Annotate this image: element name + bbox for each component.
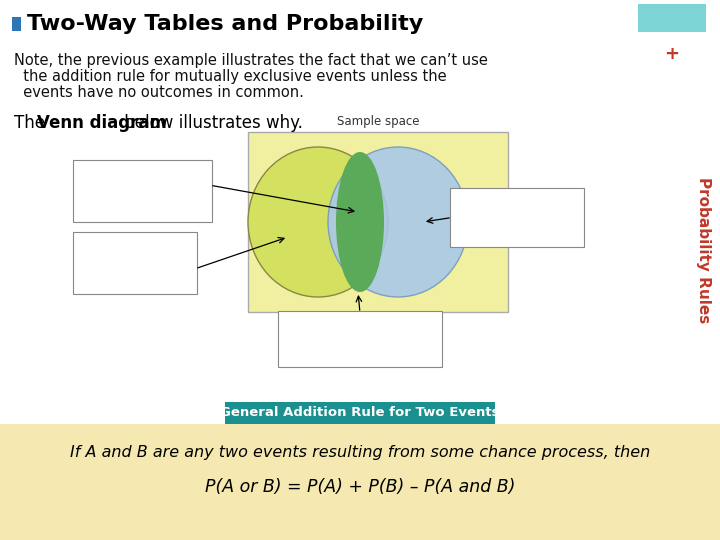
Text: P(A) + P(B): P(A) + P(B) <box>112 204 173 213</box>
FancyBboxPatch shape <box>73 232 197 294</box>
FancyBboxPatch shape <box>450 188 584 247</box>
Text: The: The <box>14 114 50 132</box>
Text: double-counted by: double-counted by <box>91 187 194 197</box>
Text: events have no outcomes in common.: events have no outcomes in common. <box>14 85 304 100</box>
Text: the addition rule for mutually exclusive events unless the: the addition rule for mutually exclusive… <box>14 69 446 84</box>
Text: Sample space: Sample space <box>337 115 419 128</box>
FancyBboxPatch shape <box>73 160 212 222</box>
Bar <box>248 132 508 312</box>
Text: pierced ears: pierced ears <box>483 213 551 223</box>
Ellipse shape <box>336 152 384 292</box>
Text: Venn diagram: Venn diagram <box>37 114 167 132</box>
FancyBboxPatch shape <box>278 311 442 367</box>
Text: If A and B are any two events resulting from some chance process, then: If A and B are any two events resulting … <box>70 445 650 460</box>
Text: +: + <box>665 45 680 63</box>
Text: P(A or B) = P(A) + P(B) – P(A and B): P(A or B) = P(A) + P(B) – P(A and B) <box>204 478 516 496</box>
Text: Two-Way Tables and Probability: Two-Way Tables and Probability <box>27 14 423 34</box>
Bar <box>0 424 720 540</box>
Text: Note, the previous example illustrates the fact that we can’t use: Note, the previous example illustrates t… <box>14 53 488 68</box>
Text: Probability Rules: Probability Rules <box>696 177 711 323</box>
Text: male and pierced ears: male and pierced ears <box>299 335 421 345</box>
Text: P(A and B) = 19/178: P(A and B) = 19/178 <box>305 349 415 360</box>
Bar <box>638 4 706 32</box>
Text: P(A) = 90/178: P(A) = 90/178 <box>96 275 174 286</box>
Text: Event B: Event B <box>496 198 538 207</box>
Ellipse shape <box>248 147 388 297</box>
FancyBboxPatch shape <box>225 402 495 424</box>
Text: below illustrates why.: below illustrates why. <box>119 114 303 132</box>
Text: Event A and B: Event A and B <box>322 320 398 330</box>
Text: Outcomes here are: Outcomes here are <box>90 170 195 180</box>
Bar <box>12 17 21 31</box>
Text: P(B) = 103/178: P(B) = 103/178 <box>475 229 559 239</box>
Text: Event A: Event A <box>114 242 156 252</box>
Text: General Addition Rule for Two Events: General Addition Rule for Two Events <box>220 407 500 420</box>
Ellipse shape <box>328 147 468 297</box>
Text: male: male <box>122 259 148 269</box>
